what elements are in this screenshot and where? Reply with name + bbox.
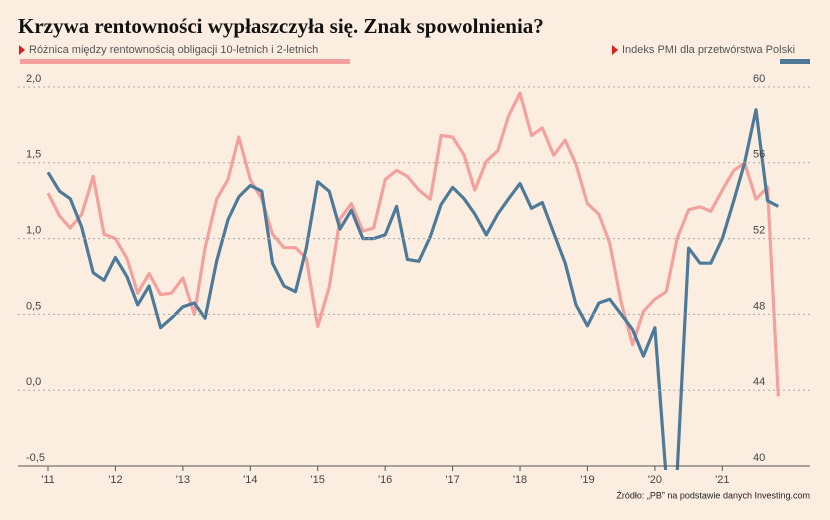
y2-tick-label: 56 (753, 149, 765, 161)
legend-marker (612, 45, 618, 55)
x-tick-label: '20 (648, 474, 662, 486)
y2-tick-label: 40 (753, 452, 765, 464)
series-line (46, 91, 780, 397)
x-tick-label: '12 (108, 474, 122, 486)
x-tick-label: '14 (243, 474, 257, 486)
y-tick-label: 1,5 (26, 149, 41, 161)
plot (46, 91, 780, 470)
y-tick-label: 0,5 (26, 300, 41, 312)
legend-left: Różnica między rentownością obligacji 10… (29, 44, 318, 56)
x-tick-label: '21 (715, 474, 729, 486)
y-tick-label: -0,5 (26, 452, 45, 464)
x-tick-label: '19 (580, 474, 594, 486)
x-tick-label: '13 (176, 474, 190, 486)
series-line (46, 108, 780, 470)
legend-swatch-left (20, 59, 350, 64)
x-tick-label: '15 (311, 474, 325, 486)
y-tick-label: 0,0 (26, 376, 41, 388)
y2-tick-label: 48 (753, 300, 765, 312)
y2-tick-label: 44 (753, 376, 765, 388)
y-tick-label: 2,0 (26, 73, 41, 85)
chart-title: Krzywa rentowności wypłaszczyła się. Zna… (18, 14, 544, 38)
legend-marker (19, 45, 25, 55)
legend-right: Indeks PMI dla przetwórstwa Polski (622, 44, 795, 56)
legend-swatch-right (780, 59, 810, 64)
x-tick-label: '17 (445, 474, 459, 486)
x-tick-label: '16 (378, 474, 392, 486)
x-tick-label: '18 (513, 474, 527, 486)
source: Źródło: „PB” na podstawie danych Investi… (616, 490, 810, 500)
x-tick-label: '11 (41, 474, 55, 486)
y2-tick-label: 60 (753, 73, 765, 85)
y-tick-label: 1,0 (26, 225, 41, 237)
y2-tick-label: 52 (753, 225, 765, 237)
